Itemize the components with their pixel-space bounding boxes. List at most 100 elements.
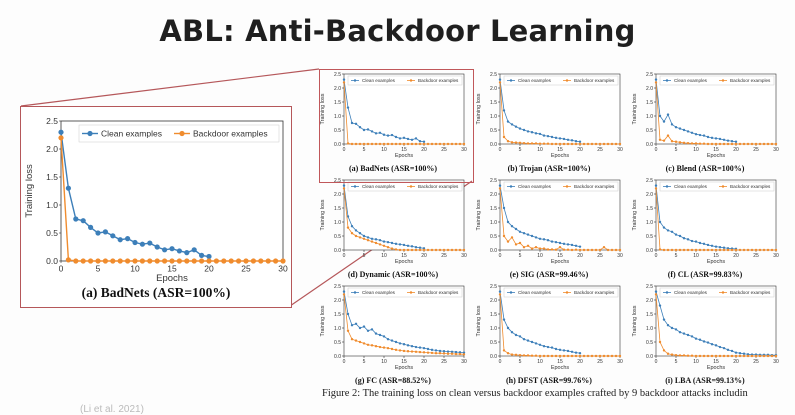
data-point-backdoor (438, 142, 442, 146)
data-point-backdoor (770, 248, 774, 252)
data-point-backdoor (542, 354, 546, 358)
data-point-backdoor (410, 142, 414, 146)
data-point-backdoor (354, 339, 358, 342)
x-tick-label: 20 (733, 253, 739, 259)
y-tick-label: 1.0 (334, 114, 341, 120)
data-point-backdoor (754, 248, 758, 252)
data-point-clean (722, 138, 726, 141)
data-point-backdoor (670, 248, 674, 252)
data-point-clean (438, 349, 442, 353)
data-point-backdoor (574, 248, 578, 251)
data-point-clean (726, 139, 730, 142)
data-point-clean (386, 134, 390, 137)
y-tick-label: 0.0 (490, 248, 497, 254)
data-point-backdoor (426, 351, 430, 354)
data-point-clean (526, 233, 530, 236)
data-point-clean (546, 345, 550, 349)
data-point-clean (132, 239, 138, 246)
data-point-backdoor (574, 354, 578, 358)
data-point-clean (370, 130, 374, 133)
y-tick-label: 1.0 (46, 200, 58, 210)
legend-marker (409, 291, 413, 294)
data-point-backdoor (754, 354, 758, 358)
data-point-backdoor (434, 352, 438, 355)
data-point-backdoor (273, 258, 279, 264)
data-point-backdoor (426, 142, 430, 146)
data-point-backdoor (734, 248, 738, 252)
data-point-clean (658, 304, 662, 307)
data-point-backdoor (654, 187, 658, 190)
y-tick-label: 0.5 (646, 234, 653, 240)
data-point-backdoor (578, 248, 582, 252)
y-tick-label: 2.0 (334, 86, 341, 92)
data-point-clean (674, 328, 678, 331)
y-tick-label: 1.5 (490, 100, 497, 106)
data-point-backdoor (366, 239, 370, 242)
data-point-backdoor (606, 142, 610, 146)
x-tick-label: 25 (441, 359, 447, 365)
data-point-backdoor (762, 142, 766, 146)
data-point-backdoor (678, 141, 682, 144)
data-point-backdoor (766, 248, 770, 252)
x-tick-label: 20 (733, 147, 739, 153)
data-point-backdoor (602, 246, 606, 249)
data-point-backdoor (454, 248, 458, 252)
data-point-clean (554, 136, 558, 140)
data-point-clean (510, 225, 514, 228)
data-point-backdoor (410, 248, 414, 252)
data-point-clean (710, 136, 714, 140)
data-point-backdoor (538, 354, 542, 358)
data-point-clean (342, 290, 346, 293)
x-tick-label: 15 (401, 359, 407, 365)
data-point-clean (346, 312, 350, 316)
data-point-backdoor (722, 248, 726, 252)
y-axis-label: Training loss (476, 93, 482, 124)
data-point-backdoor (674, 140, 678, 143)
data-point-clean (730, 140, 734, 143)
data-point-backdoor (374, 142, 378, 146)
data-point-clean (530, 340, 534, 344)
data-point-clean (682, 237, 686, 240)
data-point-backdoor (454, 352, 458, 356)
data-point-backdoor (374, 345, 378, 348)
legend-label: Clean examples (518, 290, 552, 295)
data-point-clean (530, 131, 534, 134)
data-point-backdoor (694, 354, 698, 358)
legend-label: Backdoor examples (418, 184, 459, 189)
data-point-clean (726, 348, 730, 352)
data-point-backdoor (422, 351, 426, 354)
x-tick-label: 20 (577, 147, 583, 153)
data-point-backdoor (354, 234, 358, 238)
data-point-clean (746, 353, 750, 356)
legend-marker (509, 185, 513, 188)
data-point-backdoor (110, 258, 116, 264)
data-point-backdoor (438, 248, 442, 252)
x-tick-label: 5 (519, 147, 522, 153)
data-point-backdoor (394, 142, 398, 146)
data-point-clean (502, 206, 506, 210)
data-point-backdoor (280, 258, 286, 264)
data-point-backdoor (243, 258, 249, 264)
x-tick-label: 25 (441, 253, 447, 259)
data-point-clean (714, 137, 718, 140)
citation: (Li et al. 2021) (80, 404, 144, 415)
data-point-clean (522, 338, 526, 341)
data-point-clean (546, 239, 550, 242)
panel-badnets: 0.0 0.5 1.0 1.5 2.0 2.5 0 5 10 15 20 25 30 Epochs Trai… (318, 68, 468, 183)
y-tick-label: 2.0 (334, 192, 341, 198)
data-point-backdoor (742, 248, 746, 252)
data-point-backdoor (750, 142, 754, 146)
data-point-backdoor (562, 248, 566, 251)
legend-label: Backdoor examples (574, 184, 615, 189)
data-point-backdoor (342, 187, 346, 190)
x-tick-label: 15 (401, 147, 407, 153)
y-tick-label: 1.0 (334, 220, 341, 226)
data-point-backdoor (514, 141, 518, 144)
data-point-backdoor (602, 354, 606, 358)
x-tick-label: 30 (461, 147, 467, 153)
data-point-backdoor (742, 354, 746, 358)
data-point-backdoor (125, 258, 131, 264)
data-point-clean (534, 342, 538, 345)
data-point-backdoor (606, 354, 610, 358)
legend-box (347, 287, 463, 298)
